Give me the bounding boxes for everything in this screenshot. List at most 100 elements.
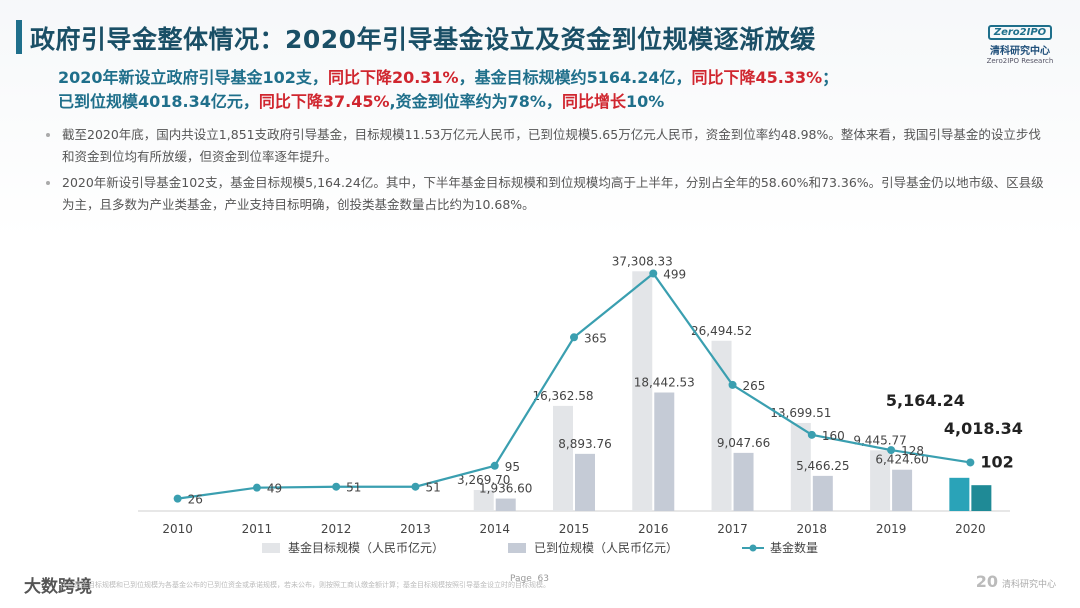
- highlight-red: 同比增长: [561, 92, 626, 111]
- page-title: 政府引导金整体情况：2020年引导基金设立及资金到位规模逐渐放缓: [30, 25, 816, 54]
- paid-in-scale-bar: [812, 475, 833, 511]
- page-number-value: 63: [537, 574, 549, 584]
- target-scale-label: 26,494.52: [691, 324, 752, 338]
- highlight-text: ；: [822, 68, 839, 87]
- paid-in-scale-bar: [654, 392, 675, 511]
- target-scale-bar: [949, 477, 970, 511]
- bullet-item: 2020年新设引导基金102支，基金目标规模5,164.24亿。其中，下半年基金…: [44, 172, 1044, 216]
- legend-label: 已到位规模（人民币亿元）: [534, 540, 678, 555]
- chart-container: 3,269.70 1,936.60 16,362.58 8,893.76 37,308.…: [0, 244, 1080, 564]
- bullet-item: 截至2020年底，国内共设立1,851支政府引导基金，目标规模11.53万亿元人…: [44, 124, 1044, 168]
- paid-in-scale-label: 9,047.66: [717, 436, 770, 450]
- fund-count-label: 102: [980, 452, 1013, 471]
- footer-right-text: 清科研究中心: [1001, 580, 1056, 590]
- legend-label: 基金数量: [770, 540, 818, 555]
- x-tick-label: 2017: [717, 522, 748, 536]
- x-tick-label: 2020: [955, 522, 986, 536]
- highlight-text: ,资金到位率约为78%，: [389, 92, 562, 111]
- zero2ipo-logo: Zero2IPO 清科研究中心 Zero2IPO Research: [974, 20, 1066, 65]
- highlight-line-2: 已到位规模4018.34亿元，同比下降37.45%,资金到位率约为78%，同比增…: [58, 90, 1058, 114]
- fund-count-point: [411, 482, 420, 491]
- footer-note: 注：基金目标规模和已到位规模为各基金公布的已到位资金或承诺规模，若未公布，则按照…: [60, 581, 550, 589]
- paid-in-scale-label: 5,466.25: [796, 459, 849, 473]
- highlight-red: 同比下降37.45%: [258, 92, 390, 111]
- paid-in-scale-bar: [892, 469, 913, 511]
- fund-count-label: 160: [822, 429, 845, 443]
- x-tick-label: 2019: [876, 522, 907, 536]
- target-scale-bar: [790, 422, 811, 511]
- logo-mark: Zero2IPO: [987, 25, 1053, 40]
- highlight-red: 同比下降45.33%: [691, 68, 823, 87]
- paid-in-scale-bar: [971, 485, 992, 511]
- fund-count-label: 499: [663, 268, 686, 282]
- fund-count-label: 128: [901, 444, 924, 458]
- x-tick-label: 2014: [479, 522, 510, 536]
- x-tick-label: 2011: [242, 522, 273, 536]
- legend-swatch: [508, 543, 526, 553]
- x-tick-label: 2010: [162, 522, 193, 536]
- fund-count-point: [649, 269, 658, 278]
- target-scale-label: 9,445.77: [853, 433, 906, 447]
- fund-count-label: 265: [743, 379, 766, 393]
- fund-count-point: [728, 380, 737, 389]
- title-accent-bar: [16, 20, 22, 54]
- fund-count-point: [332, 482, 341, 491]
- title-bar: 政府引导金整体情况：2020年引导基金设立及资金到位规模逐渐放缓 Zero2IP…: [0, 8, 1080, 65]
- footer-right-mark: 20 清科研究中心: [976, 572, 1056, 591]
- legend-swatch: [262, 543, 280, 553]
- footer-brand: 大数跨境: [24, 577, 92, 597]
- x-tick-label: 2013: [400, 522, 431, 536]
- fund-count-point: [252, 483, 261, 492]
- fund-count-point: [807, 430, 816, 439]
- target-scale-label: 5,164.24: [886, 391, 965, 410]
- target-scale-bar: [711, 340, 732, 511]
- highlight-text: 2020年新设立政府引导基金102支，: [58, 68, 328, 87]
- fund-count-label: 26: [188, 493, 203, 507]
- highlight-text: 10%: [625, 92, 665, 111]
- page-number: Page 63: [510, 574, 549, 584]
- target-scale-label: 16,362.58: [532, 389, 593, 403]
- fund-count-point: [887, 446, 896, 455]
- bullet-list: 截至2020年底，国内共设立1,851支政府引导基金，目标规模11.53万亿元人…: [44, 124, 1044, 220]
- fund-count-line: [177, 271, 971, 500]
- key-highlights: 2020年新设立政府引导基金102支，同比下降20.31%，基金目标规模约516…: [58, 66, 1058, 114]
- paid-in-scale-bar: [495, 498, 516, 511]
- highlight-text: ，基金目标规模约5164.24亿，: [458, 68, 692, 87]
- fund-count-label: 51: [425, 481, 440, 495]
- highlight-red: 同比下降20.31%: [327, 68, 459, 87]
- legend-marker: [749, 544, 757, 552]
- target-scale-bar: [553, 405, 573, 511]
- footer-anniversary-mark: 20: [975, 572, 998, 591]
- target-scale-label: 37,308.33: [612, 254, 673, 268]
- logo-en: Zero2IPO Research: [986, 57, 1054, 65]
- highlight-text: 已到位规模4018.34亿元，: [58, 92, 259, 111]
- header-background: [0, 0, 1080, 240]
- legend-label: 基金目标规模（人民币亿元）: [288, 540, 444, 555]
- combo-chart: 3,269.701,936.60 16,362.58 8,893.76 37,308.…: [138, 254, 1023, 555]
- fund-count-label: 49: [267, 482, 282, 496]
- x-tick-label: 2012: [321, 522, 352, 536]
- fund-count-point: [966, 458, 975, 467]
- x-tick-label: 2015: [559, 522, 590, 536]
- x-tick-label: 2016: [638, 522, 669, 536]
- fund-count-label: 365: [584, 331, 607, 345]
- paid-in-scale-label: 1,936.60: [479, 482, 532, 496]
- paid-in-scale-label: 4,018.34: [944, 419, 1023, 438]
- fund-count-point: [570, 333, 578, 342]
- logo-cn: 清科研究中心: [990, 46, 1050, 57]
- fund-count-point: [173, 494, 182, 503]
- target-scale-bar: [473, 489, 494, 511]
- fund-count-label: 51: [346, 481, 361, 495]
- target-scale-label: 3,269.70: [457, 473, 510, 487]
- paid-in-scale-bar: [733, 452, 754, 511]
- target-scale-bar: [632, 271, 653, 511]
- paid-in-scale-bar: [575, 453, 595, 511]
- target-scale-label: 13,699.51: [770, 406, 831, 420]
- x-tick-label: 2018: [797, 522, 828, 536]
- fund-count-point: [490, 461, 499, 470]
- paid-in-scale-label: 8,893.76: [558, 437, 611, 451]
- highlight-line-1: 2020年新设立政府引导基金102支，同比下降20.31%，基金目标规模约516…: [58, 66, 1058, 90]
- page-label: Page: [510, 574, 532, 584]
- paid-in-scale-label: 6,424.60: [875, 453, 928, 467]
- target-scale-bar: [870, 450, 891, 511]
